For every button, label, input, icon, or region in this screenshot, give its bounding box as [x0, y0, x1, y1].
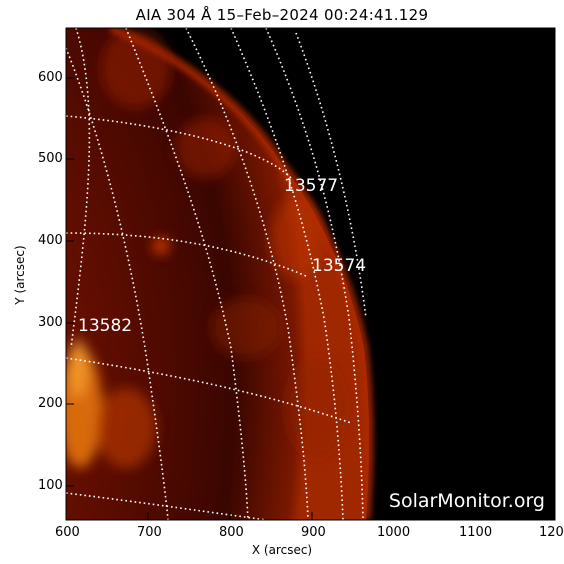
y-tick-label: 600	[38, 70, 63, 85]
x-tick-label: 1100	[459, 525, 493, 540]
y-tick-label: 100	[38, 478, 63, 493]
solar-limb	[109, 28, 374, 520]
x-tick-label: 600	[55, 525, 80, 540]
active-region-label: 13582	[78, 316, 133, 336]
active-region-label: 13574	[312, 256, 367, 276]
x-tick-label: 900	[301, 525, 326, 540]
credit-watermark: SolarMonitor.org	[388, 490, 545, 512]
y-tick-label: 500	[38, 151, 63, 166]
x-tick-label: 800	[219, 525, 244, 540]
x-ticks	[65, 512, 476, 520]
heliographic-grid	[66, 28, 367, 520]
y-tick-label: 400	[38, 233, 63, 248]
y-tick-label: 200	[38, 396, 63, 411]
image-title: AIA 304 Å 15–Feb–2024 00:24:41.129	[135, 6, 429, 24]
x-tick-label: 120	[539, 525, 564, 540]
active-region-label: 13577	[284, 176, 339, 196]
y-ticks	[66, 77, 74, 487]
x-tick-label: 1000	[377, 525, 411, 540]
x-tick-label: 700	[137, 525, 162, 540]
x-axis-label: X (arcsec)	[251, 543, 313, 557]
solar-image-panel: 13577 13574 13582 SolarMonitor.org	[66, 28, 555, 520]
solar-disk-image	[66, 28, 374, 520]
y-tick-label: 300	[38, 315, 63, 330]
y-axis-label: Y (arcsec)	[13, 245, 27, 305]
